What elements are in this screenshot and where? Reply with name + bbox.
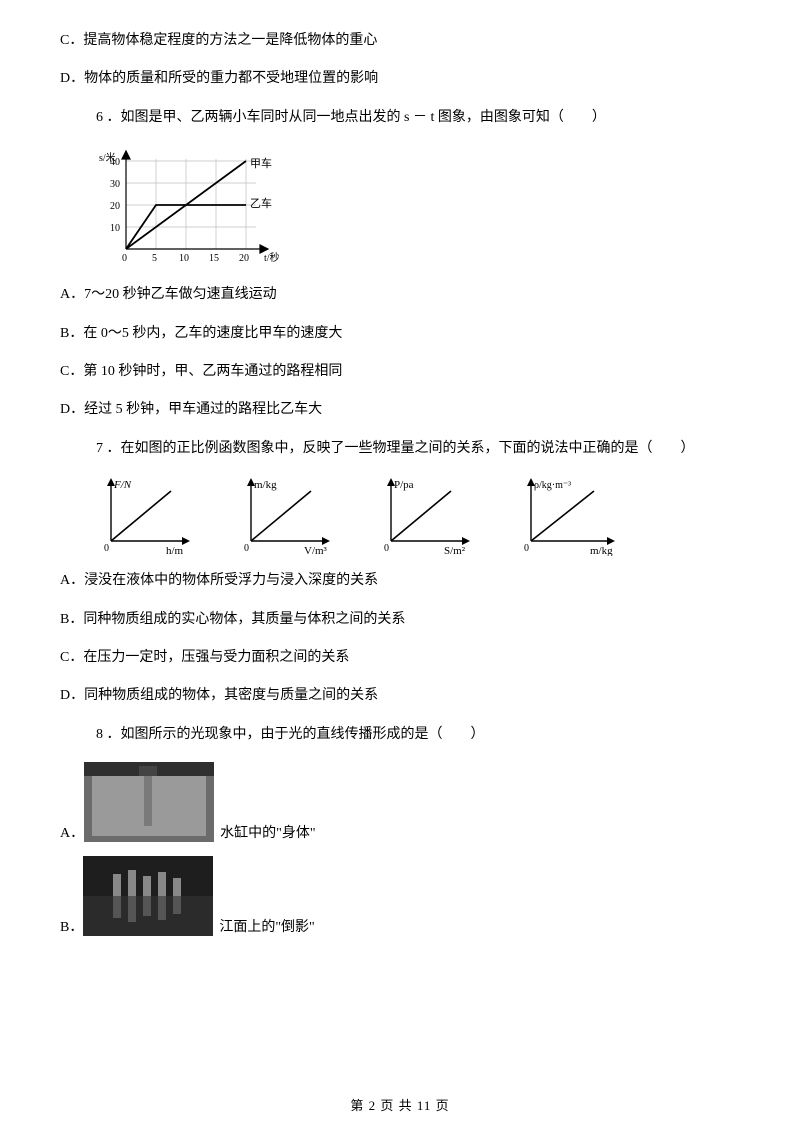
svg-text:10: 10 — [110, 223, 120, 234]
graph1-xlabel: h/m — [166, 545, 184, 556]
svg-text:30: 30 — [110, 179, 120, 190]
q7-option-b[interactable]: B．同种物质组成的实心物体，其质量与体积之间的关系 — [60, 609, 740, 631]
q7-option-c[interactable]: C．在压力一定时，压强与受力面积之间的关系 — [60, 647, 740, 669]
q6-chart: s/米 40 30 20 10 0 5 10 15 20 t/秒 甲车 乙车 — [96, 149, 296, 269]
q8-option-b-row[interactable]: B． 江面上的"倒影" — [60, 856, 740, 936]
graph2-xlabel: V/m³ — [304, 545, 328, 556]
q6-stem: 6 ．如图是甲、乙两辆小车同时从同一地点出发的 s － t 图象，由图象可知（ … — [96, 107, 740, 129]
svg-text:0: 0 — [244, 543, 249, 554]
svg-text:20: 20 — [239, 253, 249, 264]
q8-a-caption: 水缸中的"身体" — [220, 822, 315, 842]
q8-stem: 8 ．如图所示的光现象中，由于光的直线传播形成的是（ ） — [96, 724, 740, 746]
q8-photo-a — [84, 762, 214, 842]
q7-graph-2: m/kg V/m³ 0 — [236, 476, 336, 556]
svg-text:15: 15 — [209, 253, 219, 264]
svg-text:0: 0 — [122, 253, 127, 264]
q7-graph-3: P/pa S/m² 0 — [376, 476, 476, 556]
graph1-ylabel: F/N — [113, 479, 132, 491]
q8-a-label: A． — [60, 822, 84, 842]
svg-text:0: 0 — [384, 543, 389, 554]
q7-option-a[interactable]: A．浸没在液体中的物体所受浮力与浸入深度的关系 — [60, 570, 740, 592]
svg-text:10: 10 — [179, 253, 189, 264]
q8-b-label: B． — [60, 916, 83, 936]
prev-option-d: D．物体的质量和所受的重力都不受地理位置的影响 — [60, 68, 740, 90]
svg-text:0: 0 — [524, 543, 529, 554]
svg-text:40: 40 — [110, 157, 120, 168]
svg-text:t/秒: t/秒 — [264, 251, 280, 264]
q8-b-caption: 江面上的"倒影" — [219, 916, 314, 936]
graph3-ylabel: P/pa — [394, 479, 414, 491]
page-footer: 第 2 页 共 11 页 — [0, 1095, 800, 1114]
prev-option-c: C．提高物体稳定程度的方法之一是降低物体的重心 — [60, 30, 740, 52]
svg-text:0: 0 — [104, 543, 109, 554]
graph4-xlabel: m/kg — [590, 545, 613, 556]
svg-text:乙车: 乙车 — [250, 196, 272, 210]
q7-graphs-row: F/N h/m 0 m/kg V/m³ 0 P/pa S/m² 0 — [96, 476, 740, 556]
q6-option-a[interactable]: A．7～20 秒钟乙车做匀速直线运动 — [60, 284, 740, 306]
q7-stem: 7 ．在如图的正比例函数图象中，反映了一些物理量之间的关系，下面的说法中正确的是… — [96, 438, 740, 460]
q8-photo-b — [83, 856, 213, 936]
q6-option-d[interactable]: D．经过 5 秒钟，甲车通过的路程比乙车大 — [60, 399, 740, 421]
graph4-ylabel: ρ/kg·m⁻³ — [534, 480, 571, 491]
q7-graph-4: ρ/kg·m⁻³ m/kg 0 — [516, 476, 616, 556]
q8-option-a-row[interactable]: A． 水缸中的"身体" — [60, 762, 740, 842]
q7-option-d[interactable]: D．同种物质组成的物体，其密度与质量之间的关系 — [60, 685, 740, 707]
svg-text:5: 5 — [152, 253, 157, 264]
q6-option-b[interactable]: B．在 0～5 秒内，乙车的速度比甲车的速度大 — [60, 323, 740, 345]
q7-graph-1: F/N h/m 0 — [96, 476, 196, 556]
svg-text:甲车: 甲车 — [250, 156, 272, 170]
graph2-ylabel: m/kg — [254, 479, 277, 491]
graph3-xlabel: S/m² — [444, 545, 466, 556]
q6-option-c[interactable]: C．第 10 秒钟时，甲、乙两车通过的路程相同 — [60, 361, 740, 383]
svg-text:20: 20 — [110, 201, 120, 212]
